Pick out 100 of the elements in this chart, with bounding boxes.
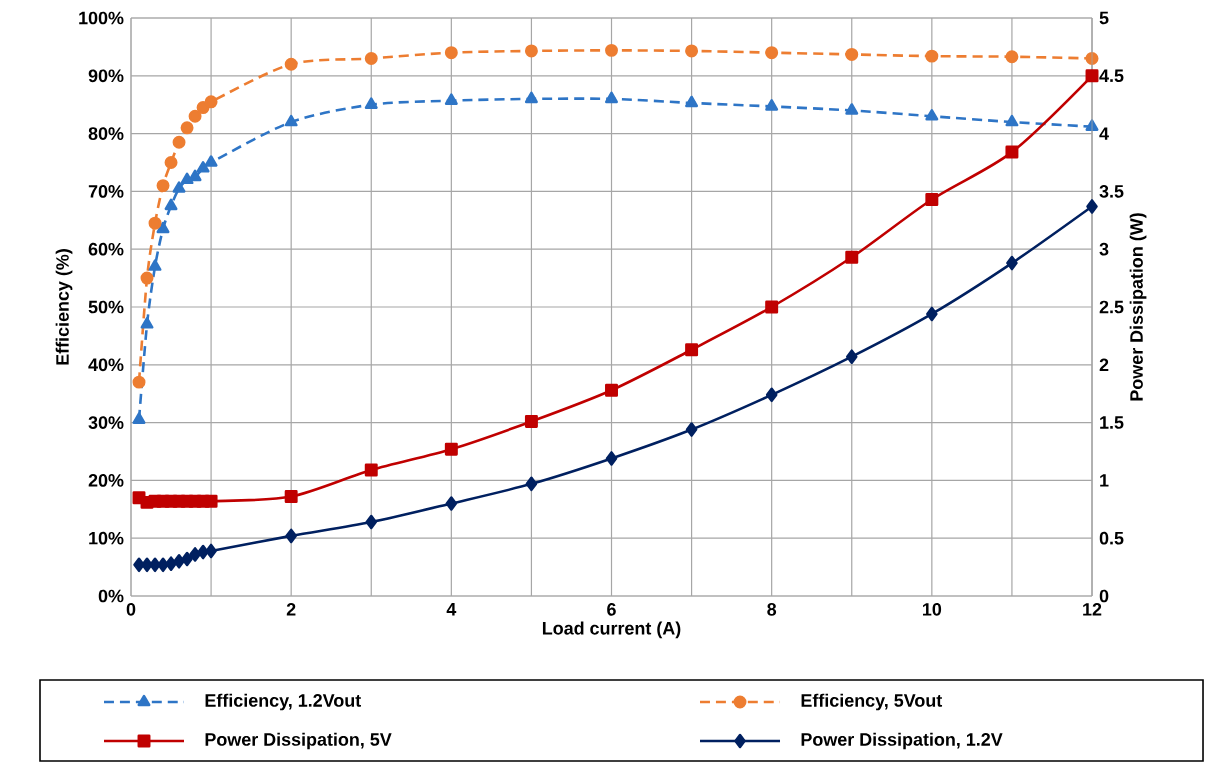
point — [364, 51, 378, 65]
y-tick-label: 10% — [89, 531, 124, 545]
point — [284, 57, 298, 71]
point — [444, 442, 458, 456]
y-tick-label: 50% — [88, 300, 124, 314]
point — [133, 557, 145, 573]
point — [845, 250, 859, 264]
point — [685, 343, 699, 357]
point — [172, 135, 186, 149]
legend-label: Power Dissipation, 5V — [205, 732, 392, 750]
x-tick-label: 8 — [767, 603, 777, 616]
point — [445, 496, 458, 511]
point — [444, 93, 458, 105]
point — [765, 300, 779, 314]
point — [605, 91, 618, 104]
point — [205, 543, 217, 559]
y-tick-label: 70% — [88, 185, 124, 198]
y2-tick-label: 4.5 — [1099, 69, 1124, 83]
point — [685, 422, 698, 437]
y-tick-label: 30% — [88, 416, 124, 429]
point — [524, 91, 538, 104]
point — [164, 198, 178, 211]
y2-tick-label: 1.5 — [1100, 416, 1124, 429]
y-tick-label: 40% — [88, 358, 124, 372]
point — [140, 271, 154, 285]
point — [284, 114, 298, 127]
y2-tick-label: 5 — [1099, 11, 1109, 25]
point — [685, 95, 699, 108]
point — [444, 46, 458, 60]
x-tick-label: 4 — [446, 603, 457, 616]
point — [605, 383, 618, 397]
x-tick-label: 2 — [286, 603, 296, 616]
point — [1005, 114, 1019, 127]
point — [524, 44, 538, 58]
point — [765, 99, 779, 111]
point — [605, 451, 618, 466]
point — [132, 375, 146, 389]
point — [285, 528, 297, 544]
y-tick-label: 60% — [88, 242, 124, 256]
point — [188, 169, 202, 182]
point — [180, 121, 194, 135]
point — [196, 101, 210, 115]
y-tick-label: 80% — [88, 127, 124, 140]
x-tick-label: 12 — [1083, 603, 1102, 616]
point — [364, 97, 378, 109]
point — [204, 95, 218, 109]
y-axis-title: Efficiency (%) — [55, 249, 73, 365]
point — [524, 414, 538, 428]
legend-label: Efficiency, 1.2Vout — [205, 693, 361, 711]
point — [1086, 199, 1098, 214]
point — [685, 44, 699, 58]
y2-tick-label: 0.5 — [1099, 531, 1124, 545]
y2-tick-label: 0 — [1099, 589, 1109, 603]
x-tick-label: 6 — [607, 603, 616, 616]
point — [605, 43, 618, 57]
point — [364, 463, 378, 477]
y2-axis-title: Power Dissipation (W) — [1129, 213, 1147, 401]
y2-tick-label: 3 — [1099, 242, 1109, 256]
point — [925, 193, 939, 206]
legend-label: Efficiency, 5Vout — [801, 693, 943, 711]
point — [845, 103, 859, 115]
y2-tick-label: 1 — [1100, 474, 1109, 487]
point — [925, 108, 939, 121]
point — [156, 179, 170, 193]
point — [148, 216, 162, 230]
point — [845, 349, 858, 364]
point — [140, 317, 154, 329]
y-tick-label: 20% — [88, 474, 124, 487]
point — [148, 259, 162, 271]
point — [156, 221, 170, 234]
point — [204, 155, 218, 167]
y2-tick-label: 4 — [1099, 127, 1109, 140]
y2-tick-label: 2 — [1099, 358, 1109, 372]
legend-label: Power Dissipation, 1.2V — [801, 732, 1003, 750]
point — [204, 494, 218, 508]
x-tick-label: 0 — [126, 603, 136, 616]
point — [132, 412, 146, 424]
x-tick-label: 10 — [922, 603, 942, 616]
point — [180, 172, 194, 185]
point — [1005, 50, 1019, 64]
y-tick-label: 100% — [79, 11, 124, 25]
x-axis-title: Load current (A) — [542, 621, 681, 639]
point — [765, 46, 779, 60]
point — [172, 181, 186, 193]
point — [164, 156, 178, 169]
point — [284, 490, 298, 504]
point — [1005, 145, 1019, 159]
point — [188, 109, 202, 123]
point — [365, 514, 378, 530]
y2-tick-label: 2.5 — [1099, 300, 1124, 314]
point — [196, 161, 210, 173]
point — [926, 306, 938, 322]
y-tick-label: 0% — [98, 589, 124, 603]
y-tick-label: 90% — [88, 69, 124, 83]
point — [1006, 255, 1018, 271]
point — [925, 49, 939, 63]
point — [765, 387, 778, 403]
point — [181, 551, 193, 567]
point — [165, 556, 177, 571]
point — [1085, 69, 1099, 83]
